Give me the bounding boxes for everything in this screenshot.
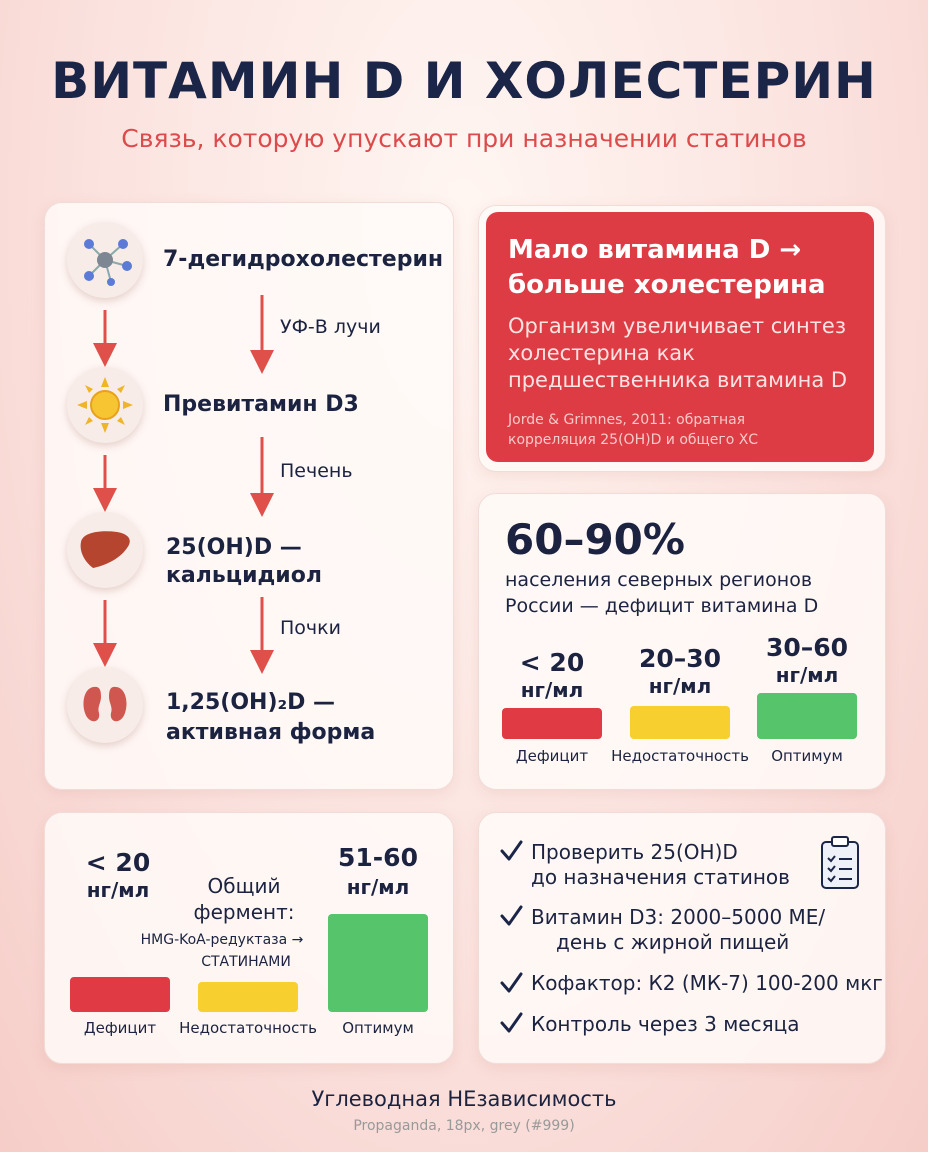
alert-source: корреляция 25(OH)D и общего ХС <box>508 432 759 448</box>
step-label: 25(OH)D — <box>166 535 302 560</box>
level-range: 51-60 <box>338 843 418 872</box>
step-label: 7-дегидрохолестерин <box>163 247 444 272</box>
check-item: Контроль через 3 месяца <box>531 1012 800 1036</box>
level-detail: СТАТИНАМИ <box>201 954 291 970</box>
clipboard-icon <box>821 836 859 889</box>
step-label: Превитамин D3 <box>163 392 359 417</box>
molecule-icon <box>84 239 132 286</box>
check-item: Проверить 25(OH)D <box>531 840 738 864</box>
level-detail: HMG-KoA-редуктаза → <box>140 932 304 948</box>
level-unit: нг/мл <box>86 878 150 902</box>
alert-text: предшественника витамина D <box>508 368 848 392</box>
arrow-label: Печень <box>280 460 353 482</box>
alert-text: холестерина как <box>508 341 695 365</box>
level-block <box>328 914 428 1012</box>
liver-icon <box>80 531 130 568</box>
alert-title: больше холестерина <box>508 270 826 300</box>
subtitle: Связь, которую упускают при назначении с… <box>121 124 807 153</box>
level-unit: нг/мл <box>346 875 410 899</box>
step-label: 1,25(OH)₂D — <box>166 690 336 715</box>
footer-brand: Углеводная НЕзависимость <box>311 1087 617 1111</box>
level-label: Оптимум <box>342 1019 414 1037</box>
check-item: Кофактор: К2 (МК-7) 100-200 мкг <box>531 971 883 995</box>
level-unit: нг/мл <box>520 678 584 702</box>
level-block <box>757 693 857 739</box>
level-unit: нг/мл <box>648 674 712 698</box>
level-range: < 20 <box>519 648 585 677</box>
level-label: Дефицит <box>515 747 589 765</box>
level-label: Дефицит <box>83 1019 157 1037</box>
check-item: до назначения статинов <box>531 865 790 889</box>
level-block <box>502 708 602 739</box>
pathway-arrows <box>93 295 274 674</box>
footer-note: Propaganda, 18px, grey (#999) <box>353 1118 575 1134</box>
level-unit: нг/мл <box>775 663 839 687</box>
check-item: Витамин D3: 2000–5000 МЕ/ <box>531 905 826 929</box>
arrow-label: Почки <box>280 617 341 639</box>
level-label: Недостаточность <box>611 747 749 765</box>
check-item: день с жирной пищей <box>556 930 790 954</box>
icon-bg <box>67 667 143 743</box>
sun-icon <box>77 377 133 433</box>
step-label: активная форма <box>166 720 376 745</box>
level-note: Общий <box>207 874 281 898</box>
arrow-label: УФ-В лучи <box>280 316 381 338</box>
checklist-card <box>478 812 886 1064</box>
stat-text: России — дефицит витамина D <box>505 595 819 617</box>
stat-text: населения северных регионов <box>505 569 813 591</box>
level-range: < 20 <box>85 848 151 877</box>
level-label: Недостаточность <box>179 1019 317 1037</box>
kidney-icon <box>83 686 127 722</box>
stat-value: 60–90% <box>505 515 685 564</box>
level-range: 20–30 <box>638 644 722 673</box>
alert-text: Организм увеличивает синтез <box>508 314 846 338</box>
level-range: 30–60 <box>765 633 849 662</box>
stat-card <box>478 493 886 790</box>
level-note: фермент: <box>193 900 295 924</box>
level-block <box>70 977 170 1012</box>
title: ВИТАМИН D И ХОЛЕСТЕРИН <box>51 52 877 110</box>
step-label: кальцидиол <box>166 563 322 588</box>
level-block <box>630 706 730 739</box>
level-label: Оптимум <box>771 747 843 765</box>
alert-panel <box>486 212 874 462</box>
check-icons <box>500 836 859 1033</box>
alert-title: Мало витамина D → <box>508 235 802 265</box>
level-block <box>198 982 298 1012</box>
alert-source: Jorde & Grimnes, 2011: обратная <box>508 412 746 428</box>
